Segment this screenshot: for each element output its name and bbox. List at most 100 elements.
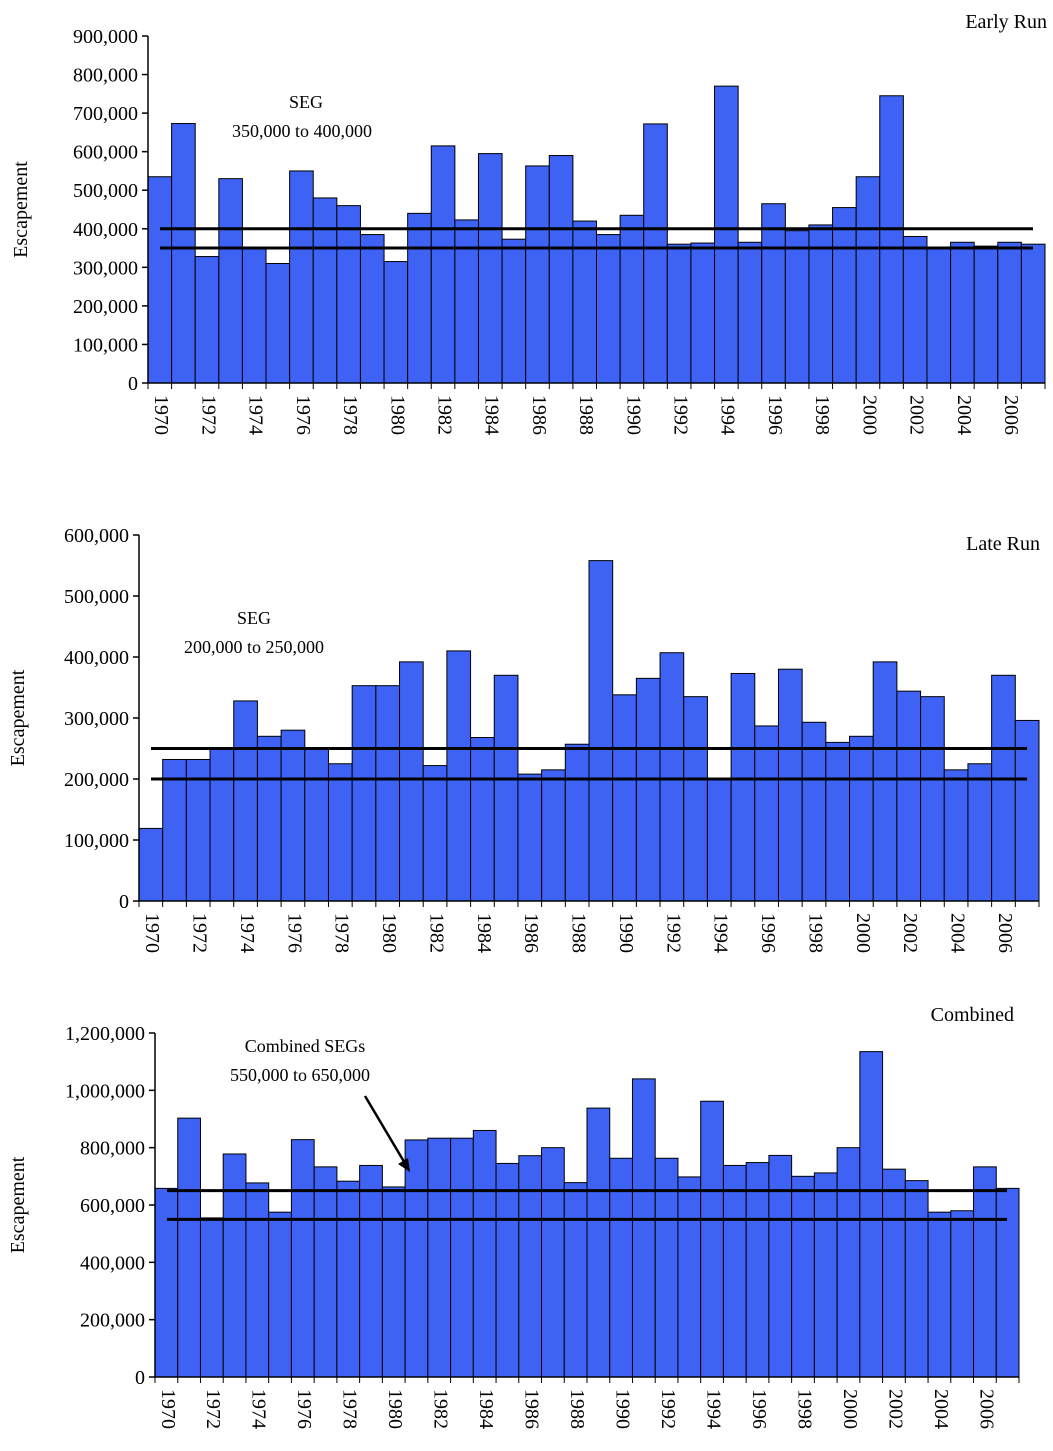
bar-1986 (518, 1155, 543, 1378)
bar-1995 (730, 672, 756, 902)
x-tick-label: 2004 (953, 395, 975, 435)
x-tick-label: 1972 (202, 1389, 224, 1429)
seg-annotation-range: 550,000 to 650,000 (230, 1065, 370, 1085)
bar-1972 (185, 758, 211, 902)
x-tick-label: 1976 (293, 1389, 315, 1429)
bar-1976 (290, 1139, 315, 1378)
x-tick-label: 1996 (764, 395, 786, 435)
bar-1987 (541, 769, 566, 902)
y-tick-label: 800,000 (73, 65, 138, 87)
bar-1974 (241, 246, 267, 384)
bar-1976 (280, 729, 306, 902)
x-tick-label: 1990 (615, 913, 637, 953)
bar-1977 (312, 197, 338, 384)
x-tick-label: 1978 (339, 1389, 361, 1429)
bar-1990 (619, 214, 645, 384)
x-tick-label: 1970 (150, 395, 172, 435)
bar-1986 (517, 773, 543, 902)
bar-1970 (138, 827, 164, 902)
x-tick-label: 1990 (622, 395, 644, 435)
early-run-plot: 0 100,000 200,000 300,000 400,000 500,000 600,… (10, 11, 1047, 435)
x-tick-label: 1984 (481, 395, 503, 435)
bar-2002 (902, 235, 928, 384)
x-tick-label: 2004 (947, 913, 969, 953)
bar-1984 (470, 737, 495, 902)
x-tick-label: 1976 (283, 913, 305, 953)
x-tick-label: 1976 (292, 395, 314, 435)
y-tick-label: 200,000 (73, 296, 138, 318)
bar-1979 (359, 234, 385, 384)
x-tick-label: 1992 (670, 395, 692, 435)
bar-1992 (659, 652, 685, 902)
x-tick-label: 1982 (430, 1389, 452, 1429)
x-tick-label: 2006 (975, 1389, 997, 1429)
x-tick-label: 1970 (141, 913, 163, 953)
bar-1984 (477, 153, 503, 384)
x-tick-label: 1996 (757, 913, 779, 953)
bar-2001 (872, 661, 898, 902)
x-tick-label: 1992 (662, 913, 684, 953)
x-tick-label: 2002 (906, 395, 928, 435)
x-tick-label: 1996 (748, 1389, 770, 1429)
bar-1996 (745, 1162, 770, 1378)
x-tick-label: 1984 (475, 1389, 497, 1429)
y-tick-label: 500,000 (64, 586, 129, 608)
bar-2000 (855, 176, 881, 384)
bar-1976 (289, 170, 314, 384)
x-tick-label: 1972 (197, 395, 219, 435)
x-tick-label: 1980 (386, 395, 408, 435)
y-tick-label: 300,000 (64, 708, 129, 730)
y-axis-label: Escapement (7, 669, 29, 766)
x-tick-label: 2006 (994, 913, 1016, 953)
bar-1996 (754, 725, 779, 902)
x-tick-label: 1978 (339, 395, 361, 435)
y-tick-label: 0 (119, 891, 129, 913)
bar-1985 (495, 1162, 520, 1378)
y-tick-label: 600,000 (73, 142, 138, 164)
bar-1981 (407, 212, 432, 384)
bar-1999 (813, 1172, 838, 1378)
x-tick-label: 1994 (702, 1389, 724, 1429)
bar-1996 (761, 203, 786, 384)
bar-1982 (427, 1137, 452, 1378)
bar-1983 (450, 1137, 474, 1378)
x-tick-label: 1998 (811, 395, 833, 435)
x-tick-label: 1972 (189, 913, 211, 953)
y-tick-label: 500,000 (73, 180, 138, 202)
x-tick-label: 1986 (520, 913, 542, 953)
x-tick-label: 2006 (1000, 395, 1022, 435)
bar-2005 (967, 763, 993, 902)
x-tick-label: 1994 (710, 913, 732, 953)
combined-chart: 0 200,000 400,000 600,000 800,000 1,000,000 1,… (0, 975, 1053, 1451)
x-tick-label: 1974 (245, 395, 267, 435)
bar-1988 (572, 220, 598, 384)
x-tick-label: 1988 (566, 1389, 588, 1429)
bar-1991 (631, 1078, 656, 1378)
bar-2003 (904, 1180, 929, 1378)
bar-1993 (690, 242, 716, 384)
bar-2002 (896, 690, 922, 902)
bar-1975 (268, 1211, 292, 1378)
x-tick-label: 2002 (884, 1389, 906, 1429)
bar-1994 (700, 1100, 724, 1378)
bar-2002 (882, 1168, 906, 1378)
y-tick-label: 1,000,000 (65, 1080, 145, 1102)
late-run-chart: 0 100,000 200,000 300,000 400,000 500,000 600,… (0, 505, 1053, 980)
seg-annotation-range: 350,000 to 400,000 (232, 121, 372, 141)
annotation-arrow (363, 1095, 408, 1166)
bar-1970 (154, 1187, 179, 1378)
x-tick-label: 2000 (858, 395, 880, 435)
bar-1999 (825, 741, 851, 902)
bar-1980 (381, 1186, 406, 1378)
bar-1980 (375, 685, 401, 902)
bar-1983 (454, 219, 479, 384)
chart-title: Combined (931, 1004, 1014, 1026)
x-tick-label: 1990 (612, 1389, 634, 1429)
bar-1997 (777, 668, 803, 902)
bar-1973 (209, 748, 235, 902)
bar-2003 (920, 696, 945, 902)
bar-1977 (313, 1166, 338, 1378)
bar-2005 (950, 1210, 975, 1378)
bar-1974 (233, 700, 258, 902)
bar-1980 (383, 261, 409, 384)
